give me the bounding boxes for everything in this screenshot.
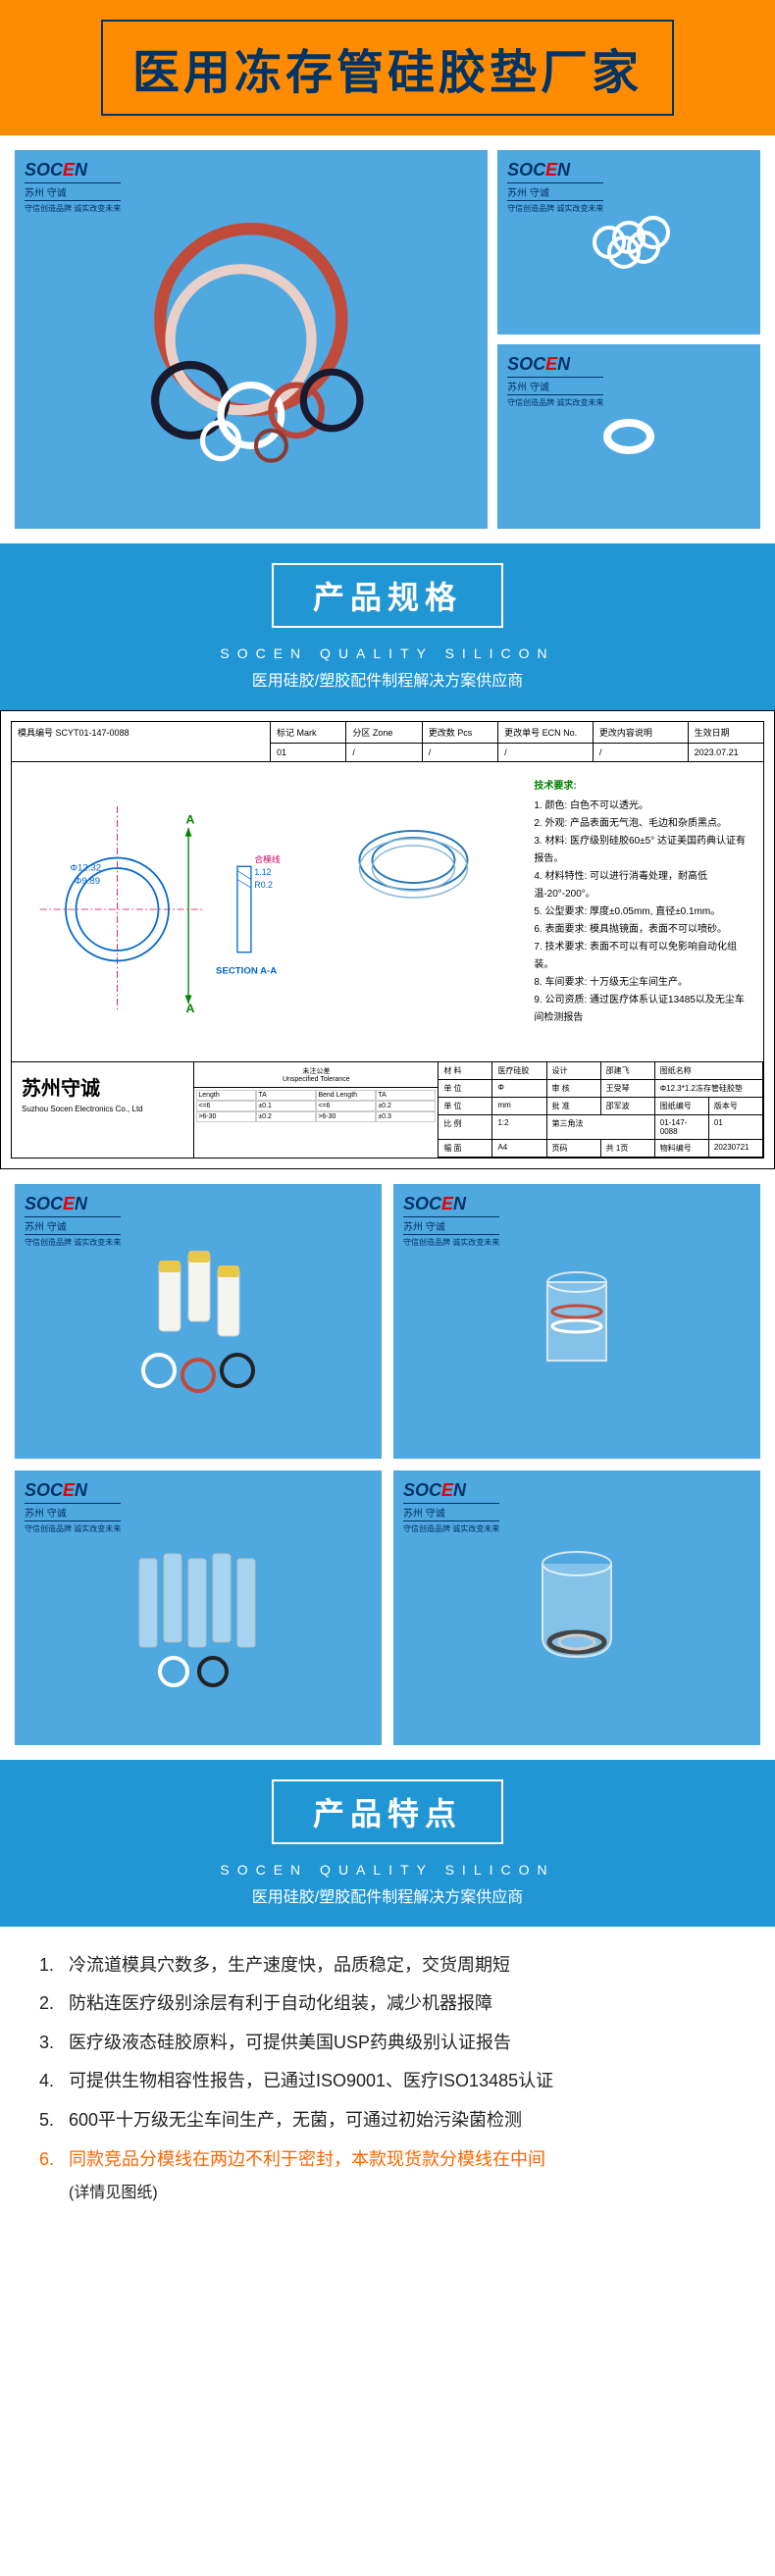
brand-logo: SOCEN 苏州 守诚 守信创造品牌 诚实改变未来: [25, 160, 121, 214]
specs-sub2: 医用硅胶/塑胶配件制程解决方案供应商: [20, 667, 755, 691]
feature-item: 可提供生物相容性报告，已通过ISO9001、医疗ISO13485认证: [39, 2062, 736, 2101]
svg-text:A: A: [185, 812, 194, 826]
product-image-2: SOCEN 苏州 守诚 守信创造品牌 诚实改变未来: [393, 1184, 760, 1459]
feature-item: 600平十万级无尘车间生产，无菌，可通过初始污染菌检测: [39, 2101, 736, 2140]
brand-logo: SOCEN 苏州 守诚 守信创造品牌 诚实改变未来: [25, 1480, 121, 1534]
notes-list: 颜色: 白色不可以透光。 外观: 产品表面无气泡、毛边和杂质黑点。 材料: 医疗…: [534, 798, 749, 1027]
side-image-1: SOCEN 苏州 守诚 守信创造品牌 诚实改变未来: [497, 150, 760, 335]
logo-cn: 苏州 守诚: [507, 182, 603, 201]
logo-text: SOCEN: [507, 160, 603, 180]
single-ring-icon: [590, 407, 668, 466]
logo-text: SOCEN: [507, 354, 603, 375]
company-en: Suzhou Socen Electronics Co., Ltd: [22, 1105, 183, 1113]
features-title: 产品特点: [313, 1789, 462, 1834]
revision-table: 标记 Mark 分区 Zone 更改数 Pcs 更改单号 ECN No. 更改内…: [271, 722, 763, 761]
drawing-title-block: 苏州守诚 Suzhou Socen Electronics Co., Ltd 未…: [11, 1062, 764, 1159]
logo-cn: 苏州 守诚: [25, 182, 121, 201]
svg-text:1.12: 1.12: [254, 867, 271, 877]
drawing-revision-header: 模具编号 SCYT01-147-0088 标记 Mark 分区 Zone 更改数…: [11, 721, 764, 762]
dim-outer: Φ12.32: [70, 862, 101, 873]
features-sub2: 医用硅胶/塑胶配件制程解决方案供应商: [20, 1883, 755, 1907]
product-image-3: SOCEN 苏州 守诚 守信创造品牌 诚实改变未来: [15, 1470, 382, 1745]
features-title-box: 产品特点: [272, 1779, 503, 1844]
o-rings-illustration: [62, 188, 440, 491]
logo-tagline: 守信创造品牌 诚实改变未来: [25, 203, 121, 214]
specs-title-box: 产品规格: [272, 563, 503, 628]
svg-text:合模线: 合模线: [254, 853, 280, 864]
multi-tubes-icon: [100, 1520, 296, 1696]
main-product-image: SOCEN 苏州 守诚 守信创造品牌 诚实改变未来: [15, 150, 488, 529]
svg-text:A: A: [185, 1002, 194, 1015]
product-image-1: SOCEN 苏州 守诚 守信创造品牌 诚实改变未来: [15, 1184, 382, 1459]
features-sub1: SOCEN QUALITY SILICON: [20, 1862, 755, 1878]
dim-inner: Φ9.89: [75, 875, 100, 886]
logo-tagline: 守信创造品牌 诚实改变未来: [507, 203, 603, 214]
features-section-header: 产品特点 SOCEN QUALITY SILICON 医用硅胶/塑胶配件制程解决…: [0, 1760, 775, 1927]
technical-drawing: 模具编号 SCYT01-147-0088 标记 Mark 分区 Zone 更改数…: [0, 710, 775, 1169]
specs-section-header: 产品规格 SOCEN QUALITY SILICON 医用硅胶/塑胶配件制程解决…: [0, 543, 775, 710]
company-block: 苏州守诚 Suzhou Socen Electronics Co., Ltd: [12, 1062, 194, 1158]
specs-sub1: SOCEN QUALITY SILICON: [20, 645, 755, 661]
hero-product-row: SOCEN 苏州 守诚 守信创造品牌 诚实改变未来 SOCEN 苏州 守诚 守信…: [0, 135, 775, 543]
brand-logo: SOCEN 苏州 守诚 守信创造品牌 诚实改变未来: [507, 160, 603, 214]
side-images: SOCEN 苏州 守诚 守信创造品牌 诚实改变未来 SOCEN 苏州 守诚 守信…: [497, 150, 760, 529]
section-label: SECTION A-A: [216, 965, 277, 976]
notes-title: 技术要求:: [534, 777, 749, 792]
brand-logo: SOCEN 苏州 守诚 守信创造品牌 诚实改变未来: [507, 354, 603, 408]
logo-text: SOCEN: [25, 160, 121, 180]
side-image-2: SOCEN 苏州 守诚 守信创造品牌 诚实改变未来: [497, 344, 760, 529]
drawing-3d-view: [308, 762, 519, 1061]
tolerance-block: 未注公差Unspecified Tolerance LengthTABend L…: [194, 1062, 439, 1158]
specs-title: 产品规格: [313, 573, 462, 618]
brand-logo: SOCEN 苏州 守诚 守信创造品牌 诚实改变未来: [403, 1480, 499, 1534]
drawing-body: Φ12.32 Φ9.89 A A 1.12 R0.2 合模线 SECTION A…: [11, 762, 764, 1062]
brand-logo: SOCEN 苏州 守诚 守信创造品牌 诚实改变未来: [25, 1194, 121, 1248]
svg-text:R0.2: R0.2: [254, 880, 273, 890]
drawing-notes: 技术要求: 颜色: 白色不可以透光。 外观: 产品表面无气泡、毛边和杂质黑点。 …: [519, 762, 763, 1061]
clear-tube-icon: [489, 1243, 665, 1400]
company-cn: 苏州守诚: [22, 1072, 183, 1101]
product-grid: SOCEN 苏州 守诚 守信创造品牌 诚实改变未来 SOCEN 苏州 守诚 守信…: [0, 1169, 775, 1760]
page-title: 医用冻存管硅胶垫厂家: [132, 33, 643, 102]
logo-tagline: 守信创造品牌 诚实改变未来: [507, 397, 603, 408]
features-list: 冷流道模具穴数多，生产速度快，品质稳定，交货周期短 防粘连医疗级别涂层有利于自动…: [0, 1927, 775, 2223]
brand-logo: SOCEN 苏州 守诚 守信创造品牌 诚实改变未来: [403, 1194, 499, 1248]
feature-item: 防粘连医疗级别涂层有利于自动化组装，减少机器报障: [39, 1984, 736, 2024]
feature-item: 医疗级液态硅胶原料，可提供美国USP药典级别认证报告: [39, 2024, 736, 2063]
product-image-4: SOCEN 苏州 守诚 守信创造品牌 诚实改变未来: [393, 1470, 760, 1745]
tubes-rings-icon: [100, 1233, 296, 1410]
feature-item: 冷流道模具穴数多，生产速度快，品质稳定，交货周期短: [39, 1946, 736, 1985]
feature-detail: (详情见图纸): [39, 2179, 736, 2202]
white-rings-icon: [570, 203, 688, 282]
logo-cn: 苏州 守诚: [507, 377, 603, 395]
info-grid: 材 料医疗硅胶 设计邵建飞 图纸名称 单 位Φ 审 核王受琴 Φ12.3*1.2…: [439, 1062, 763, 1158]
drawing-front-view: Φ12.32 Φ9.89 A A 1.12 R0.2 合模线 SECTION A…: [12, 762, 308, 1061]
feature-item-highlight: 同款竞品分模线在两边不利于密封，本款现货款分模线在中间: [39, 2140, 736, 2180]
top-banner: 医用冻存管硅胶垫厂家: [0, 0, 775, 135]
mold-no-label: 模具编号 SCYT01-147-0088: [12, 722, 271, 761]
large-tube-icon: [489, 1529, 665, 1686]
title-box: 医用冻存管硅胶垫厂家: [101, 20, 674, 116]
